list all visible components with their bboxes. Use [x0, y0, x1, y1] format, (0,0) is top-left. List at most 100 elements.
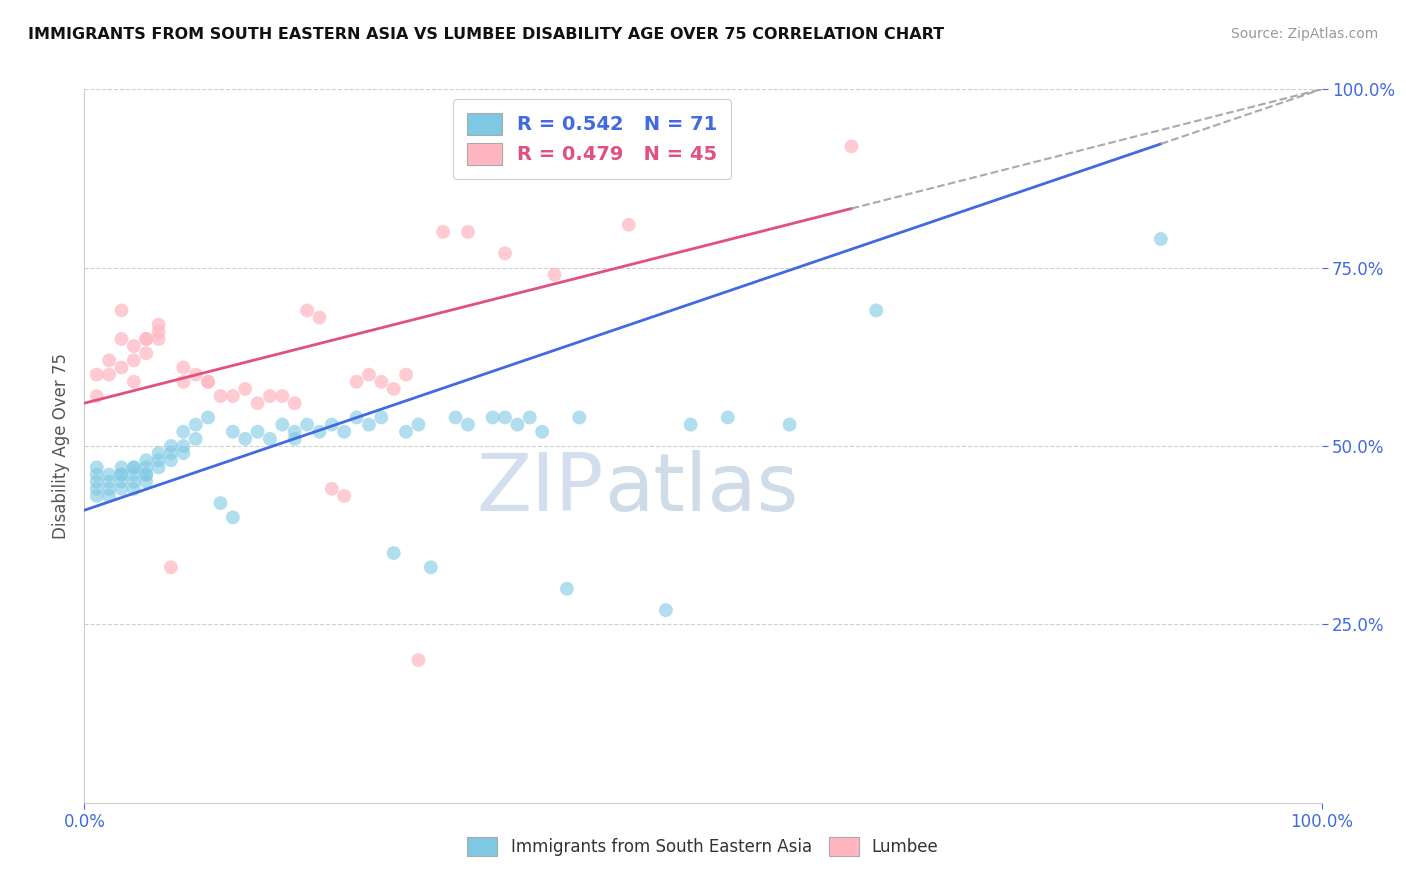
- Point: [98, 467, 121, 482]
- Point: [209, 389, 232, 403]
- Point: [86, 389, 108, 403]
- Point: [506, 417, 529, 432]
- Point: [357, 368, 380, 382]
- Point: [457, 225, 479, 239]
- Point: [519, 410, 541, 425]
- Point: [148, 446, 170, 460]
- Point: [122, 482, 145, 496]
- Point: [184, 417, 207, 432]
- Point: [197, 375, 219, 389]
- Point: [395, 368, 418, 382]
- Point: [494, 410, 516, 425]
- Point: [432, 225, 454, 239]
- Point: [457, 417, 479, 432]
- Point: [1150, 232, 1173, 246]
- Point: [160, 439, 183, 453]
- Point: [370, 375, 392, 389]
- Point: [346, 375, 368, 389]
- Point: [395, 425, 418, 439]
- Point: [98, 475, 121, 489]
- Point: [346, 410, 368, 425]
- Point: [679, 417, 702, 432]
- Point: [246, 425, 269, 439]
- Point: [184, 368, 207, 382]
- Point: [271, 389, 294, 403]
- Point: [135, 460, 157, 475]
- Point: [259, 432, 281, 446]
- Point: [357, 417, 380, 432]
- Point: [135, 332, 157, 346]
- Text: IMMIGRANTS FROM SOUTH EASTERN ASIA VS LUMBEE DISABILITY AGE OVER 75 CORRELATION : IMMIGRANTS FROM SOUTH EASTERN ASIA VS LU…: [28, 27, 945, 42]
- Point: [271, 417, 294, 432]
- Point: [135, 453, 157, 467]
- Point: [172, 446, 194, 460]
- Point: [246, 396, 269, 410]
- Point: [98, 482, 121, 496]
- Point: [382, 382, 405, 396]
- Point: [135, 346, 157, 360]
- Point: [122, 353, 145, 368]
- Point: [321, 482, 343, 496]
- Point: [122, 375, 145, 389]
- Point: [295, 417, 318, 432]
- Point: [333, 425, 356, 439]
- Point: [135, 467, 157, 482]
- Point: [86, 475, 108, 489]
- Point: [408, 653, 430, 667]
- Point: [284, 432, 307, 446]
- Point: [717, 410, 740, 425]
- Point: [494, 246, 516, 260]
- Point: [110, 303, 132, 318]
- Point: [148, 453, 170, 467]
- Point: [160, 446, 183, 460]
- Point: [148, 332, 170, 346]
- Point: [197, 410, 219, 425]
- Point: [148, 318, 170, 332]
- Point: [419, 560, 441, 574]
- Point: [568, 410, 591, 425]
- Point: [779, 417, 801, 432]
- Point: [370, 410, 392, 425]
- Text: Source: ZipAtlas.com: Source: ZipAtlas.com: [1230, 27, 1378, 41]
- Point: [86, 482, 108, 496]
- Point: [86, 489, 108, 503]
- Point: [333, 489, 356, 503]
- Point: [135, 475, 157, 489]
- Text: ZIP: ZIP: [477, 450, 605, 528]
- Point: [172, 360, 194, 375]
- Point: [86, 368, 108, 382]
- Point: [543, 268, 565, 282]
- Point: [110, 360, 132, 375]
- Point: [655, 603, 678, 617]
- Legend: Immigrants from South Eastern Asia, Lumbee: Immigrants from South Eastern Asia, Lumb…: [457, 827, 949, 866]
- Point: [172, 425, 194, 439]
- Point: [481, 410, 503, 425]
- Point: [197, 375, 219, 389]
- Text: atlas: atlas: [605, 450, 799, 528]
- Point: [222, 425, 245, 439]
- Point: [122, 339, 145, 353]
- Point: [160, 453, 183, 467]
- Point: [110, 460, 132, 475]
- Point: [617, 218, 640, 232]
- Point: [382, 546, 405, 560]
- Point: [98, 353, 121, 368]
- Point: [148, 460, 170, 475]
- Point: [209, 496, 232, 510]
- Point: [222, 389, 245, 403]
- Point: [408, 417, 430, 432]
- Point: [135, 332, 157, 346]
- Point: [865, 303, 887, 318]
- Point: [110, 482, 132, 496]
- Point: [233, 432, 256, 446]
- Point: [222, 510, 245, 524]
- Point: [321, 417, 343, 432]
- Point: [308, 425, 330, 439]
- Point: [444, 410, 467, 425]
- Point: [110, 475, 132, 489]
- Point: [122, 460, 145, 475]
- Point: [308, 310, 330, 325]
- Point: [259, 389, 281, 403]
- Point: [841, 139, 863, 153]
- Point: [555, 582, 578, 596]
